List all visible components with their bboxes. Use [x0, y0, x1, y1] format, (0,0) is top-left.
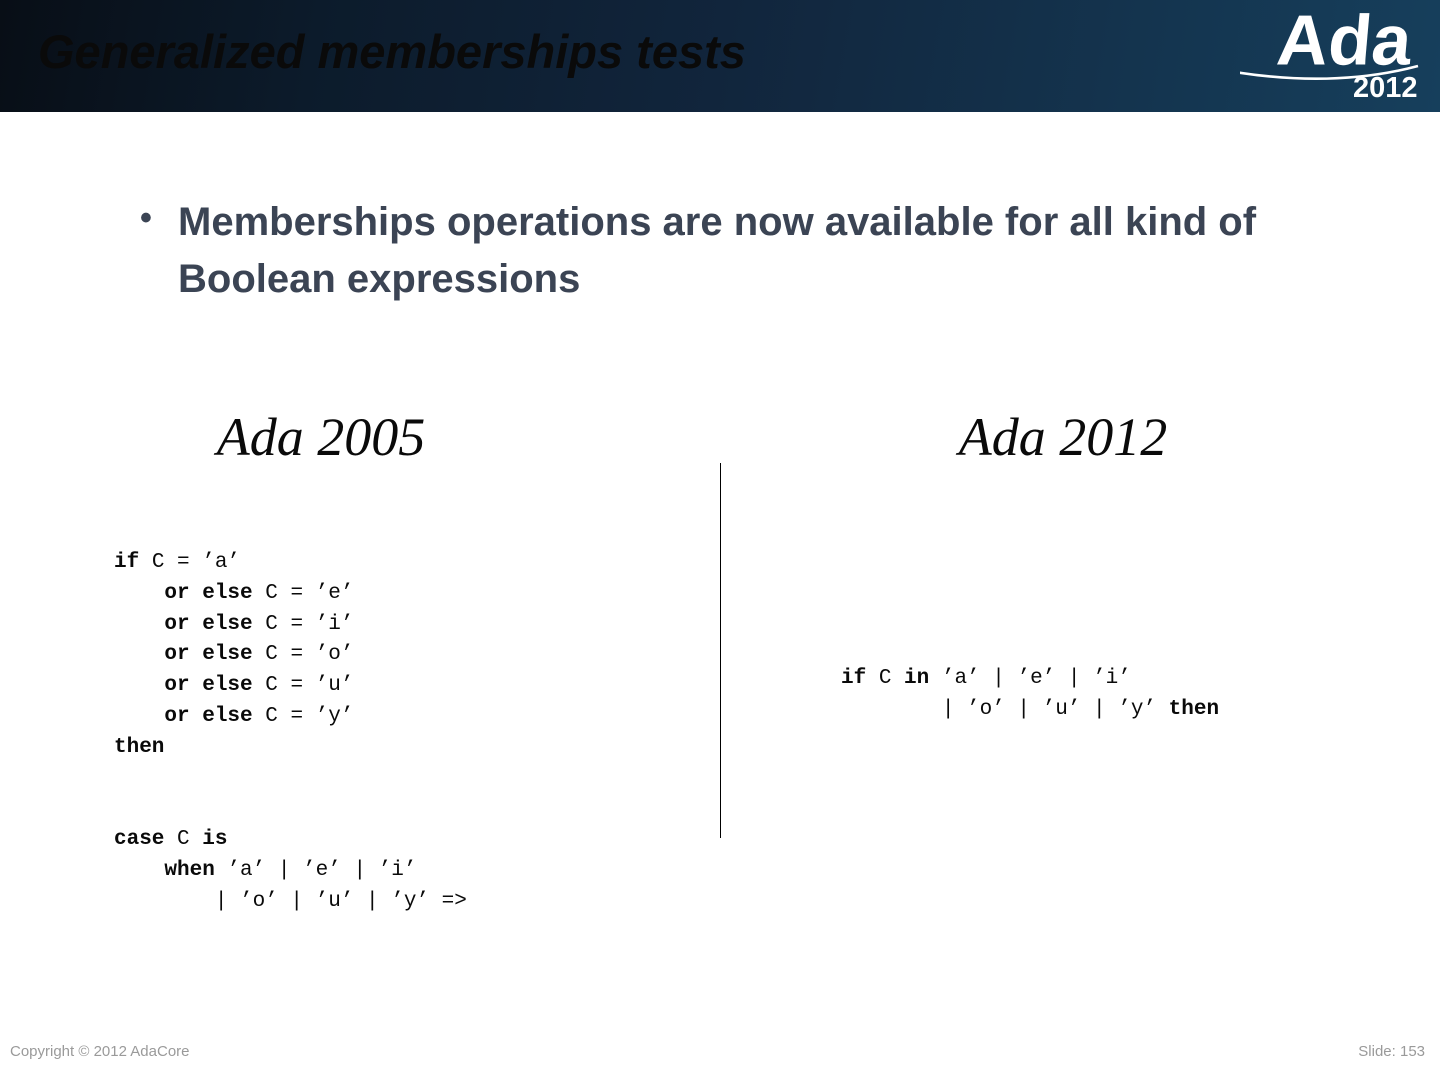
svg-text:2012: 2012: [1353, 72, 1418, 104]
svg-text:Ada: Ada: [1274, 10, 1416, 81]
